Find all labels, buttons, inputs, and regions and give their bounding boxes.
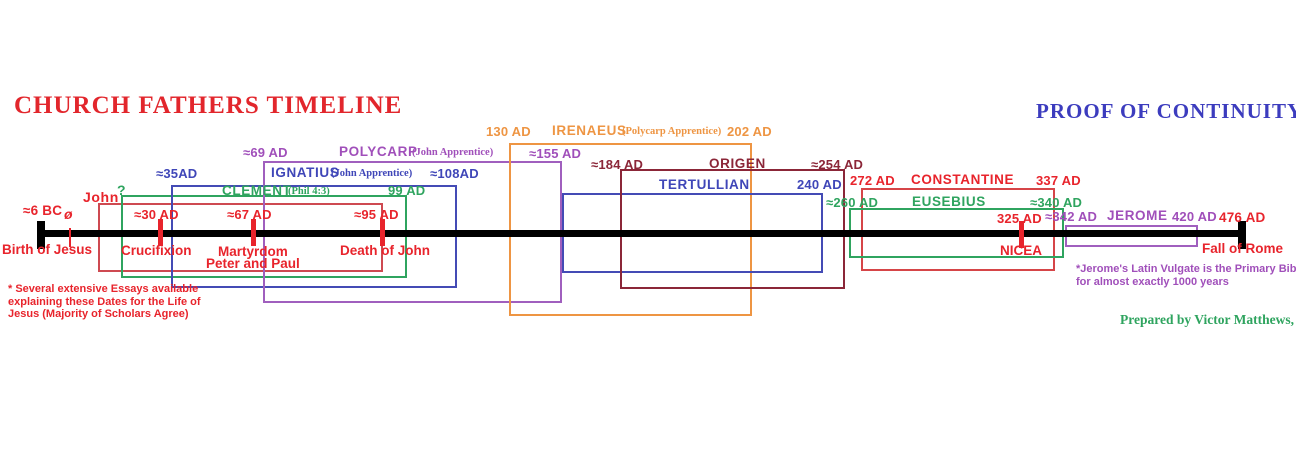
figure-box-origen [620,169,845,289]
event-date-martyrdom: ≈67 AD [227,207,272,222]
tick-year-zero [69,228,71,247]
footnote-left-line2: explaining these Dates for the Life of [8,295,201,308]
figure-label-clement: CLEMENT [222,183,292,198]
event-label-nicea: NICEA [1000,243,1043,258]
figure-start-origen: ≈184 AD [591,157,644,172]
figure-label-john: John [83,189,119,205]
figure-end-ignatius: ≈108AD [430,166,479,181]
figure-label-origen: ORIGEN [709,156,766,171]
tick-nicea [1019,221,1024,248]
figure-end-constantine: 337 AD [1036,173,1081,188]
event-date-crucifixion: ≈30 AD [134,207,179,222]
figure-start-jerome: ≈342 AD [1045,209,1098,224]
subtitle-proof-of-continuity: PROOF OF CONTINUITY [1036,99,1296,123]
figure-note-irenaeus: (Polycarp Apprentice) [622,126,722,137]
figure-label-polycarp: POLYCARP [339,144,418,159]
end-event-label: Fall of Rome [1202,241,1284,256]
timeline-axis [40,230,1243,237]
figure-label-john-question-mark: ? [117,182,127,198]
start-date-label: ≈6 BC [23,203,63,218]
figure-label-constantine: CONSTANTINE [911,172,1015,187]
figure-start-irenaeus: 130 AD [486,124,531,139]
footnote-left: * Several extensive Essays available exp… [8,283,201,321]
timeline-end-cap [1238,221,1246,249]
figure-label-jerome: JEROME [1107,208,1168,223]
event-date-nicea: 325 AD [997,211,1042,226]
figure-label-eusebius: EUSEBIUS [912,194,986,209]
figure-end-eusebius: ≈340 AD [1030,195,1083,210]
figure-end-jerome: 420 AD [1172,209,1217,224]
figure-start-eusebius: ≈260 AD [826,195,879,210]
start-event-label: Birth of Jesus [2,242,93,257]
figure-label-ignatius: IGNATIUS [271,165,340,180]
figure-note-ignatius: (John Apprentice) [331,168,413,179]
event-date-death-of-john: ≈95 AD [354,207,399,222]
zero-marker-label: ø [64,206,73,222]
figure-label-irenaeus: IRENAEUS [552,123,627,138]
figure-end-clement: 99 AD [388,183,426,198]
tick-martyrdom-peter-paul [251,219,256,246]
figure-note-polycarp: (John Apprentice) [412,147,494,158]
figure-start-polycarp: ≈69 AD [243,145,288,160]
event-label-martyrdom-line2: Peter and Paul [206,256,300,271]
footnote-right-line2: for almost exactly 1000 years [1076,275,1229,288]
figure-end-tertullian: 240 AD [797,177,842,192]
tick-crucifixion [158,219,163,246]
event-label-martyrdom-line1: Martyrdom [218,244,288,259]
figure-end-irenaeus: 202 AD [727,124,772,139]
figure-end-origen: ≈254 AD [811,157,864,172]
credit-line: Prepared by Victor Matthews, 2016 [1120,312,1296,327]
figure-note-clement: (Phil 4:3) [288,186,330,197]
figure-box-irenaeus [509,143,752,316]
figure-label-tertullian: TERTULLIAN [659,177,750,192]
page-title: CHURCH FATHERS TIMELINE [14,92,403,119]
figure-box-constantine [861,188,1055,271]
footnote-left-line1: * Several extensive Essays available [8,283,199,295]
footnote-right: *Jerome's Latin Vulgate is the Primary B… [1076,263,1296,288]
footnote-right-line1: *Jerome's Latin Vulgate is the Primary B… [1076,263,1296,275]
event-label-crucifixion: Crucifixion [121,243,192,258]
footnote-left-line3: Jesus (Majority of Scholars Agree) [8,308,189,320]
event-label-death-of-john: Death of John [340,243,430,258]
tick-death-of-john [380,219,385,246]
end-date-label: 476 AD [1219,210,1266,225]
figure-end-polycarp: ≈155 AD [529,146,582,161]
figure-start-ignatius: ≈35AD [156,166,198,181]
timeline-start-cap [37,221,45,249]
figure-start-constantine: 272 AD [850,173,895,188]
